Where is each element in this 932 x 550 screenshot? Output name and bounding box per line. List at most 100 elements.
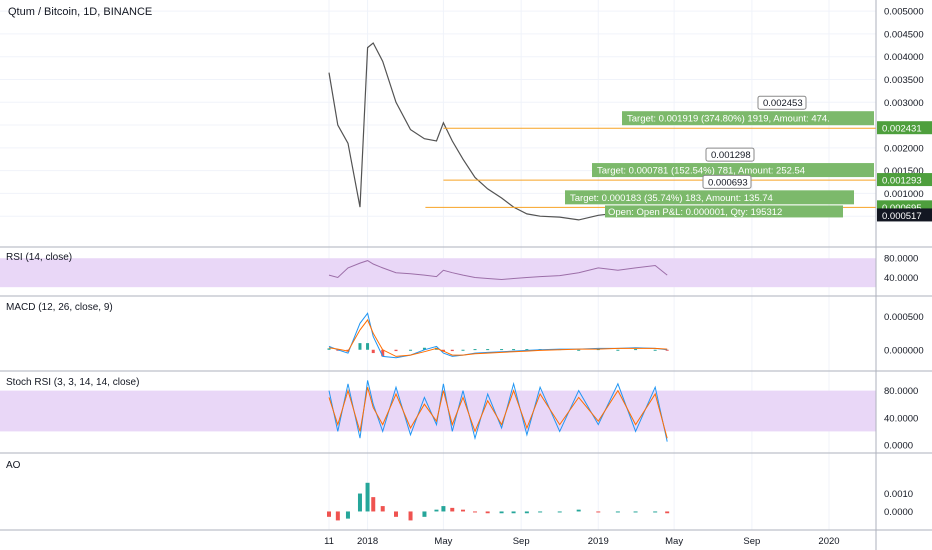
macd-histogram-bar <box>450 349 454 352</box>
price-badge-label: 0.000517 <box>882 211 922 222</box>
macd-histogram-bar <box>500 349 504 351</box>
target-label-bg <box>592 163 874 178</box>
time-tick-label: May <box>665 536 683 547</box>
ao-bar <box>524 511 529 514</box>
macd-histogram-bar <box>473 349 477 351</box>
rsi-title[interactable]: RSI (14, close) <box>6 252 73 263</box>
ao-bar <box>422 511 427 517</box>
ao-title[interactable]: AO <box>6 460 21 471</box>
macd-histogram-bar <box>366 343 370 350</box>
ao-bar <box>434 509 439 512</box>
target-callout-box <box>702 174 752 189</box>
stoch-band <box>0 390 876 432</box>
ao-bar <box>365 482 370 512</box>
ao-bar <box>557 511 562 513</box>
price-tick-label: 0.003000 <box>884 98 924 109</box>
ao-tick-label: 0.0010 <box>884 489 913 500</box>
price-badge-label: 0.002431 <box>882 124 922 135</box>
target-callout-box <box>757 95 807 110</box>
ao-bar <box>615 511 620 513</box>
time-tick-label: Sep <box>513 536 530 547</box>
position-targets[interactable]: Target: 0.001919 (374.80%) 1919, Amount:… <box>425 95 876 218</box>
ao-bar <box>335 511 340 521</box>
macd-tick-label: 0.000000 <box>884 345 924 356</box>
macd-histogram-bar <box>371 349 375 354</box>
ao-bar <box>576 509 581 512</box>
macd-histogram-bar <box>634 349 638 351</box>
rsi-tick-label: 80.0000 <box>884 254 918 265</box>
target-callout: 0.002453 <box>763 98 803 109</box>
price-tick-label: 0.004500 <box>884 29 924 40</box>
open-label-bg <box>605 205 843 218</box>
ao-bar <box>408 511 413 521</box>
price-tick-label: 0.001500 <box>884 166 924 177</box>
ao-bar <box>450 507 455 512</box>
time-tick-label: May <box>434 536 452 547</box>
open-label: Open: Open P&L: 0.000001, Qty: 195312 <box>608 207 782 218</box>
target-label-bg <box>622 111 874 126</box>
stoch-tick-label: 0.0000 <box>884 441 913 452</box>
price-tick-label: 0.001000 <box>884 189 924 200</box>
rsi-tick-label: 40.0000 <box>884 273 918 284</box>
ao-bar <box>357 493 362 512</box>
price-tick-label: 0.002000 <box>884 143 924 154</box>
ao-bar <box>394 511 399 517</box>
stoch-tick-label: 40.0000 <box>884 413 918 424</box>
stoch-title[interactable]: Stoch RSI (3, 3, 14, 14, close) <box>6 377 140 388</box>
ao-bar <box>511 511 516 514</box>
ao-bar <box>538 511 543 513</box>
macd-histogram-bar <box>409 349 413 351</box>
ao-bar <box>461 509 466 512</box>
price-tick-label: 0.003500 <box>884 75 924 86</box>
symbol-title[interactable]: Qtum / Bitcoin, 1D, BINANCE <box>8 6 153 18</box>
rsi-line <box>328 260 668 281</box>
macd-histogram-bar <box>358 343 362 350</box>
signal-line <box>328 318 668 357</box>
ao-bar <box>633 511 638 513</box>
ao-bar <box>473 511 478 513</box>
target-label-bg <box>565 190 854 205</box>
macd-histogram-bar <box>665 349 669 351</box>
price-series <box>328 42 668 221</box>
target-callout-box <box>705 147 755 162</box>
ao-bar <box>653 511 658 513</box>
indicator-bands <box>0 258 876 432</box>
price-badge-label: 0.001293 <box>882 176 922 187</box>
ao-bar <box>441 506 446 512</box>
ao-bar <box>345 511 350 519</box>
price-badge <box>877 121 932 135</box>
macd-tick-label: 0.000500 <box>884 312 924 323</box>
rsi-band <box>0 258 876 288</box>
price-tick-label: 0.004000 <box>884 52 924 63</box>
ao-bar <box>499 511 504 514</box>
price-badge <box>877 173 932 187</box>
target-label: Target: 0.000781 (152.54%) 781, Amount: … <box>597 166 805 177</box>
macd-histogram-bar <box>422 347 426 350</box>
price-axis[interactable]: 0.005000 0.004500 0.004000 0.003500 0.003000… <box>877 7 932 518</box>
time-tick-label: 11 <box>324 536 334 547</box>
price-badge <box>877 208 932 222</box>
macd-histogram-bar <box>327 348 331 350</box>
macd-histogram-bar <box>616 349 620 351</box>
price-line <box>328 42 668 221</box>
ao-bar <box>665 511 670 514</box>
ao-bar <box>380 506 385 512</box>
time-tick-label: 2018 <box>357 536 378 547</box>
time-axis[interactable]: 11 2018 May Sep 2019 May Sep 2020 <box>324 536 840 547</box>
macd-histogram-bar <box>461 349 465 351</box>
target-callout: 0.001298 <box>711 150 751 161</box>
ao-bar <box>327 511 331 517</box>
macd-title[interactable]: MACD (12, 26, close, 9) <box>6 302 113 313</box>
ao-bar <box>371 497 376 512</box>
macd-histogram-bar <box>653 349 657 351</box>
stoch-tick-label: 80.0000 <box>884 386 918 397</box>
grid <box>0 0 876 530</box>
target-callout: 0.000693 <box>708 177 748 188</box>
time-tick-label: 2020 <box>818 536 839 547</box>
ao-bar <box>485 511 490 514</box>
macd-histogram-bar <box>394 349 398 352</box>
macd-histogram-bar <box>577 349 581 351</box>
stoch-d-line <box>328 387 668 439</box>
